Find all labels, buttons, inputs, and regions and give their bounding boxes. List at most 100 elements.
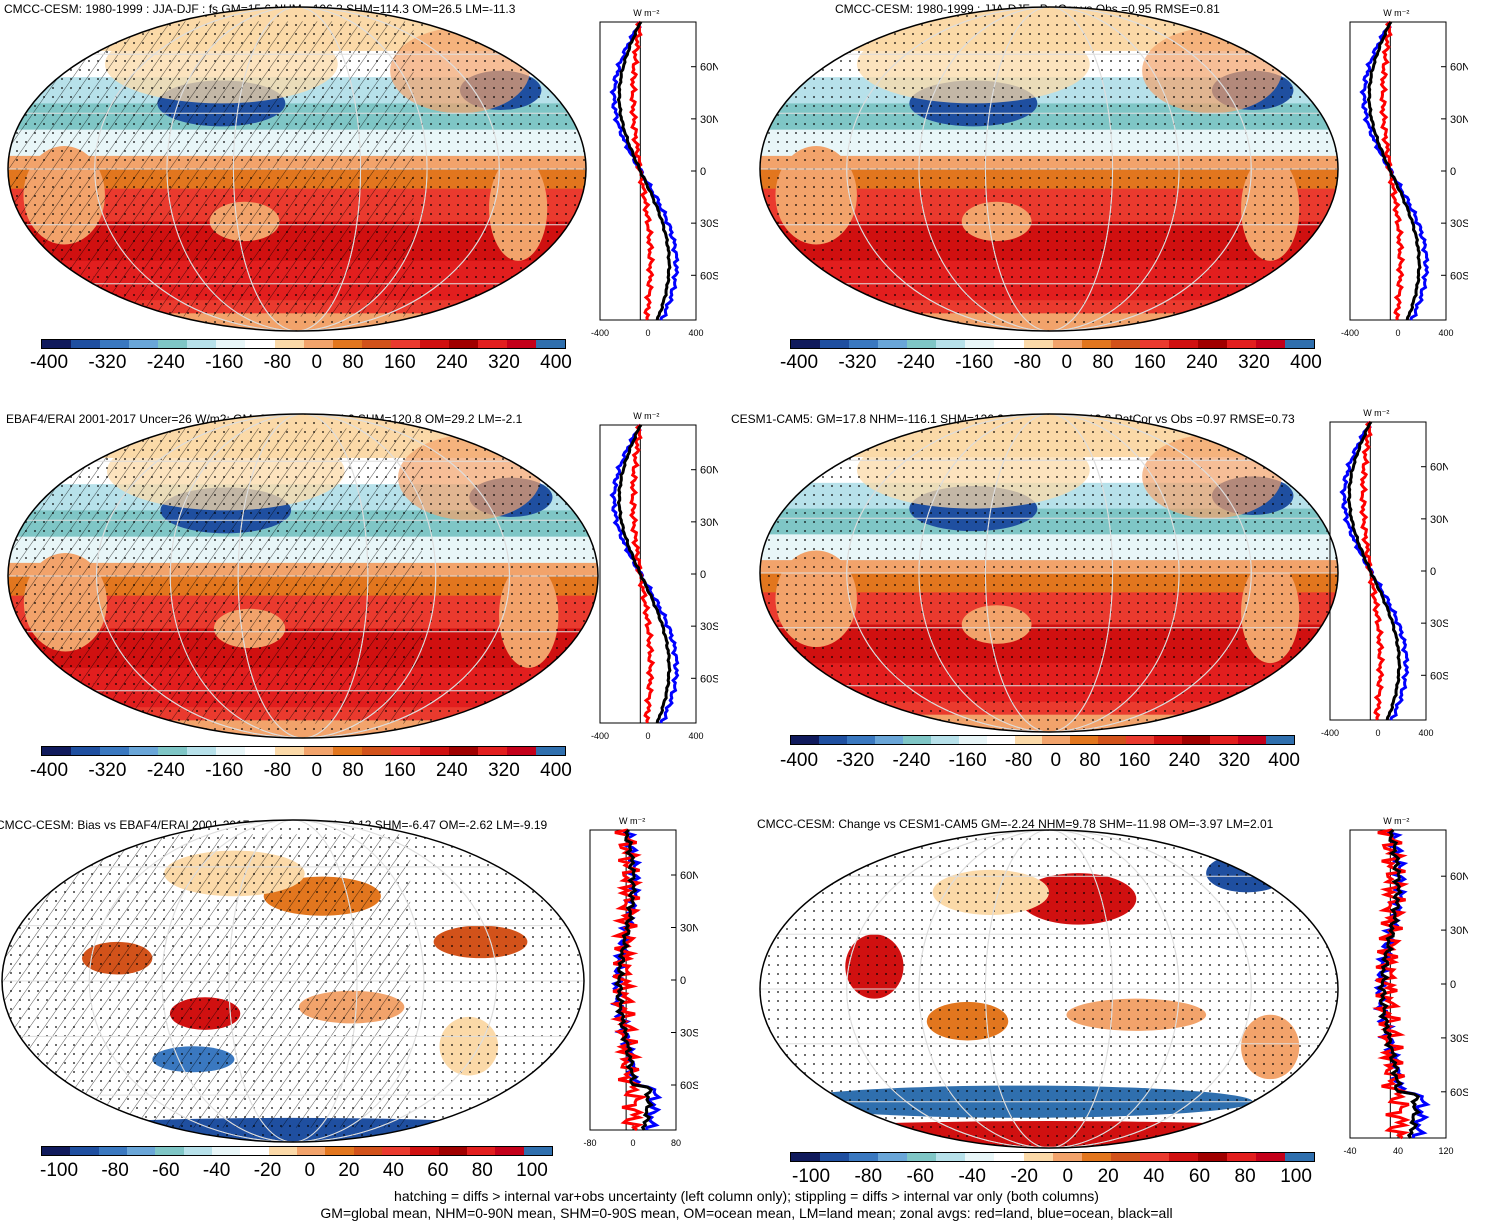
colorbar-swatch <box>1014 736 1043 744</box>
colorbar-swatch <box>158 340 188 348</box>
colorbar-swatch <box>274 340 304 348</box>
colorbar-swatch <box>1197 1153 1227 1161</box>
colorbar-swatch <box>986 736 1015 744</box>
zonal-mean-line <box>1376 828 1422 1139</box>
colorbar-swatch <box>1168 1153 1198 1161</box>
colorbar-swatch <box>42 340 72 348</box>
zonal-ytick-label: 0 <box>1450 979 1456 991</box>
zonal-xtick-label: 0 <box>1395 328 1400 338</box>
colorbar-swatch <box>1023 340 1053 348</box>
zonal-ytick-label: 0 <box>1450 166 1456 178</box>
colorbar-swatch <box>187 747 217 755</box>
colorbar-swatch <box>930 736 959 744</box>
zonal-ytick-label: 60N <box>680 870 698 882</box>
colorbar-swatch <box>438 1147 467 1155</box>
world-map <box>7 6 587 332</box>
colorbar-labels: -400 -320 -240 -160 -80 0 80 160 240 320 400 <box>30 352 572 373</box>
zonal-mean-line <box>629 20 656 321</box>
colorbar-swatch <box>448 747 478 755</box>
colorbar-swatch <box>274 747 304 755</box>
colorbar <box>41 1146 553 1156</box>
zonal-ytick-label: 0 <box>700 166 706 178</box>
map-border <box>759 413 1339 733</box>
zonal-mean-line <box>609 828 649 1132</box>
zonal-mean-plot: W m⁻² 60N 30N 0 30S 60S -400 0 400 <box>591 8 718 338</box>
zonal-ytick-label: 30S <box>680 1028 698 1040</box>
colorbar-swatch <box>381 1147 411 1155</box>
zonal-units: W m⁻² <box>619 816 645 826</box>
colorbar-swatch <box>1197 340 1227 348</box>
colorbar-swatch <box>965 1153 995 1161</box>
zonal-xtick-label: 120 <box>1438 1146 1453 1156</box>
colorbar-swatch <box>874 736 903 744</box>
zonal-mean-line <box>616 424 672 724</box>
colorbar-swatch <box>211 1147 241 1155</box>
zonal-xtick-label: 80 <box>671 1138 681 1148</box>
colorbar-swatch <box>536 747 566 755</box>
colorbar-swatch <box>1110 340 1140 348</box>
colorbar-swatch <box>419 340 449 348</box>
colorbar-swatch <box>1052 1153 1082 1161</box>
panel-title: CMCC-CESM: Change vs CESM1-CAM5 GM=-2.24… <box>757 817 1274 831</box>
world-map <box>759 413 1339 733</box>
colorbar-swatch <box>791 340 821 348</box>
map-field <box>2 820 584 1142</box>
colorbar-swatch <box>100 747 130 755</box>
longitude-line <box>166 7 428 331</box>
zonal-ytick-label: 30N <box>1450 114 1468 126</box>
colorbar-swatch <box>1226 340 1256 348</box>
colorbar-swatch <box>820 1153 850 1161</box>
longitude-line <box>161 820 425 1142</box>
zonal-mean-plot: W m⁻² 60N 30N 0 30S 60S -400 0 400 <box>1341 8 1468 338</box>
zonal-ytick-label: 30S <box>1450 218 1468 230</box>
colorbar-labels: -100 -80 -60 -40 -20 0 20 40 60 80 100 <box>40 1160 548 1181</box>
zonal-ytick-label: 60S <box>700 673 718 685</box>
world-map <box>759 6 1339 332</box>
colorbar-swatch <box>994 1153 1024 1161</box>
map-border <box>7 413 599 739</box>
colorbar-swatch <box>791 1153 821 1161</box>
colorbar-swatch <box>1081 340 1111 348</box>
colorbar-swatch <box>71 340 101 348</box>
colorbar-swatch <box>325 1147 354 1155</box>
colorbar-swatch <box>936 340 966 348</box>
map-border <box>1 819 585 1143</box>
colorbar-swatch <box>1285 340 1315 348</box>
colorbar-swatch <box>1182 736 1211 744</box>
zonal-ytick-label: 30N <box>700 517 718 529</box>
colorbar-swatch <box>187 340 217 348</box>
zonal-ytick-label: 60N <box>700 465 718 477</box>
colorbar-swatch <box>1052 340 1082 348</box>
colorbar-swatch <box>820 340 850 348</box>
colorbar-swatch <box>1126 736 1155 744</box>
colorbar-swatch <box>1042 736 1071 744</box>
colorbar-swatch <box>1168 340 1198 348</box>
colorbar-swatch <box>1226 1153 1256 1161</box>
colorbar-swatch <box>477 747 507 755</box>
zonal-ytick-label: 0 <box>680 975 686 987</box>
zonal-units: W m⁻² <box>633 8 659 18</box>
colorbar-swatch <box>268 1147 297 1155</box>
colorbar-labels: -100 -80 -60 -40 -20 0 20 40 60 80 100 <box>792 1166 1312 1187</box>
colorbar-swatch <box>361 340 391 348</box>
colorbar-swatch <box>1238 736 1266 744</box>
colorbar-swatch <box>183 1147 212 1155</box>
zonal-xtick-label: 400 <box>1418 728 1433 738</box>
zonal-mean-plot: W m⁻² 60N 30N 0 30S 60S -400 0 400 <box>1321 408 1448 738</box>
world-map <box>759 829 1339 1149</box>
colorbar-swatch <box>353 1147 382 1155</box>
colorbar-swatch <box>958 736 987 744</box>
colorbar-swatch <box>878 1153 908 1161</box>
zonal-xtick-label: -400 <box>591 731 609 741</box>
longitude-line <box>232 7 362 331</box>
colorbar-swatch <box>495 1147 524 1155</box>
zonal-ytick-label: 60S <box>1450 1087 1468 1099</box>
colorbar-swatch <box>100 340 130 348</box>
colorbar-swatch <box>1023 1153 1053 1161</box>
longitude-line <box>918 414 1180 732</box>
zonal-mean-line <box>1346 421 1402 721</box>
zonal-xtick-label: -400 <box>591 328 609 338</box>
zonal-xtick-label: -400 <box>1341 328 1359 338</box>
zonal-xtick-label: 40 <box>1393 1146 1403 1156</box>
zonal-ytick-label: 30S <box>700 218 718 230</box>
